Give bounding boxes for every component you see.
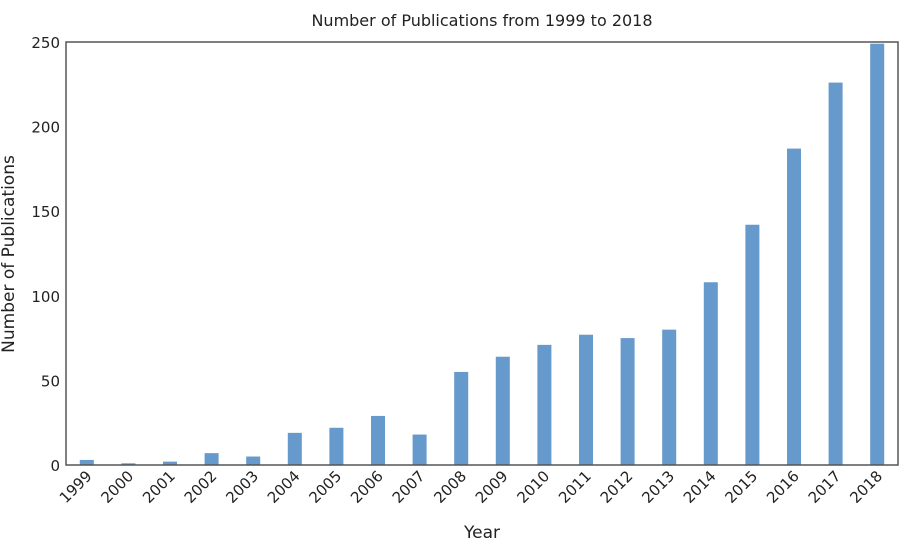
bar-2007: [412, 434, 427, 465]
x-tick-label: 2002: [181, 467, 221, 507]
bar-2018: [870, 43, 885, 465]
x-tick-label: 2003: [222, 467, 262, 507]
bar-2003: [246, 456, 261, 465]
bar-2015: [745, 224, 760, 465]
bar-2004: [287, 432, 302, 465]
x-tick-label: 2000: [97, 467, 137, 507]
bar-2005: [329, 427, 344, 465]
x-axis-label: Year: [463, 523, 500, 543]
x-tick-label: 2007: [389, 467, 429, 507]
bar-2001: [163, 461, 177, 465]
x-tick-label: 2005: [305, 467, 345, 507]
y-tick-label: 150: [31, 203, 60, 221]
bar-2014: [703, 282, 718, 465]
bar-2016: [787, 148, 801, 465]
bar-2008: [454, 371, 469, 465]
x-tick-label: 1999: [56, 467, 96, 507]
bar-2009: [495, 356, 510, 465]
x-tick-label: 2006: [347, 467, 387, 507]
x-tick-label: 2013: [638, 467, 678, 507]
bar-2017: [828, 82, 843, 465]
x-tick-label: 2011: [555, 467, 595, 507]
x-tick-label: 2010: [513, 467, 553, 507]
bar-2010: [537, 344, 552, 465]
y-tick-label: 100: [31, 288, 60, 306]
x-tick-label: 2001: [139, 467, 179, 507]
x-tick-label: 2004: [264, 467, 304, 507]
bar-1999: [79, 459, 94, 465]
x-tick-label: 2016: [763, 467, 803, 507]
y-tick-label: 50: [41, 372, 60, 390]
bar-2011: [579, 334, 593, 465]
x-tick-label: 2015: [721, 467, 761, 507]
x-tick-label: 2012: [597, 467, 637, 507]
x-tick-label: 2008: [430, 467, 470, 507]
y-tick-label: 0: [50, 457, 60, 475]
bar-2013: [662, 329, 677, 465]
bar-2002: [204, 453, 219, 465]
chart-title: Number of Publications from 1999 to 2018: [311, 11, 652, 30]
y-axis-label: Number of Publications: [0, 155, 19, 353]
bar-2012: [620, 338, 635, 465]
bar-2006: [371, 415, 385, 465]
x-tick-label: 2017: [805, 467, 845, 507]
x-tick-label: 2009: [472, 467, 512, 507]
y-tick-label: 250: [31, 34, 60, 52]
x-tick-label: 2018: [846, 467, 886, 507]
y-tick-label: 200: [31, 119, 60, 137]
x-tick-label: 2014: [680, 467, 720, 507]
plot-frame: [65, 41, 899, 466]
bar-2000: [121, 463, 136, 465]
